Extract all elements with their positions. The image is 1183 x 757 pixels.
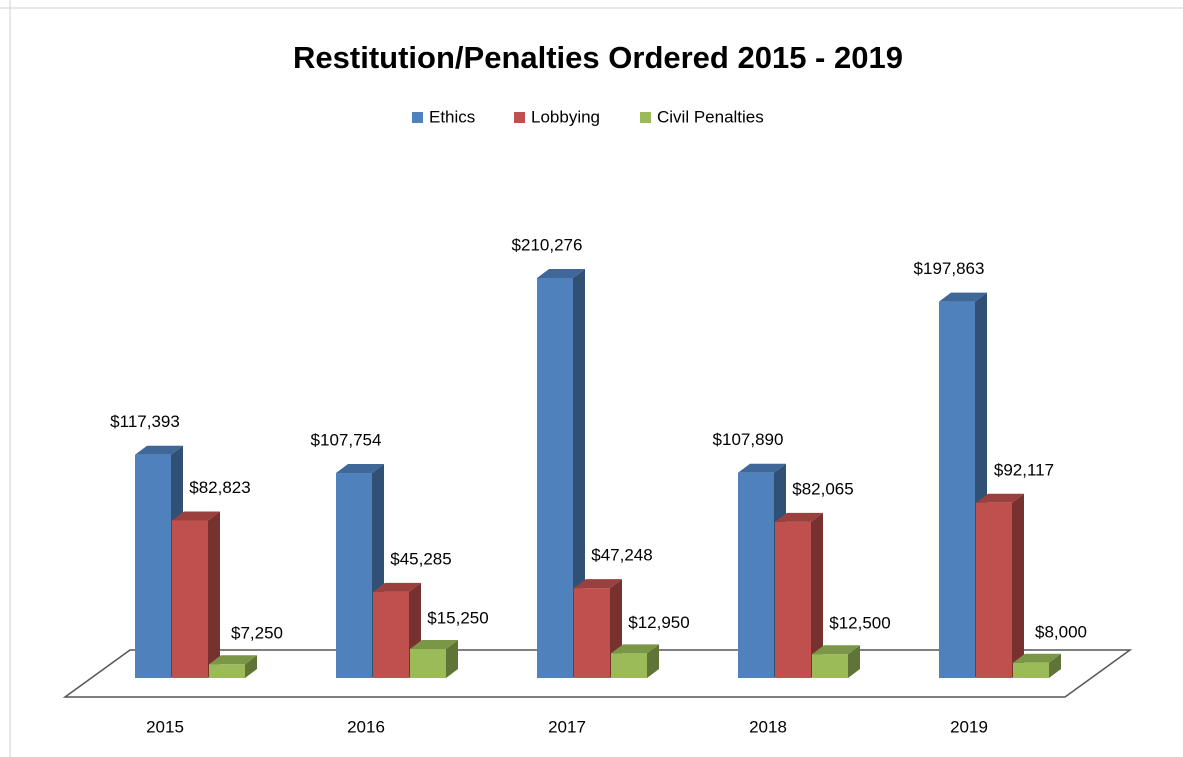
x-tick-label: 2015: [146, 717, 184, 736]
value-label: $197,863: [914, 259, 985, 278]
bar-side: [848, 645, 860, 678]
bar-side: [1049, 653, 1061, 678]
bar-top: [976, 493, 1024, 503]
bar-top: [537, 269, 585, 278]
value-label: $8,000: [1035, 622, 1087, 641]
value-label: $92,117: [994, 460, 1054, 479]
bar: [172, 520, 208, 678]
value-label: $210,276: [512, 235, 583, 254]
bar: [537, 278, 573, 678]
value-label: $45,285: [390, 549, 451, 568]
legend-swatch: [640, 112, 651, 123]
legend-label: Civil Penalties: [657, 107, 764, 126]
bar-top: [172, 511, 220, 521]
x-tick-label: 2019: [950, 717, 988, 736]
bar: [611, 653, 647, 678]
bar-side: [811, 512, 823, 678]
bar: [939, 301, 975, 678]
bar: [336, 473, 372, 678]
bar-top: [939, 292, 987, 302]
x-tick-label: 2016: [347, 717, 385, 736]
bar-top: [209, 655, 257, 665]
bar-top: [1013, 653, 1061, 663]
bar-top: [812, 645, 860, 655]
bar: [135, 454, 171, 678]
value-label: $12,500: [829, 614, 890, 633]
x-tick-label: 2018: [749, 717, 787, 736]
value-label: $7,250: [231, 624, 283, 643]
bar-top: [410, 639, 458, 649]
bar-side: [245, 655, 257, 678]
bar-side: [647, 644, 659, 678]
bar: [812, 654, 848, 678]
value-label: $47,248: [591, 546, 652, 565]
x-tick-label: 2017: [548, 717, 586, 736]
legend-label: Ethics: [429, 107, 475, 126]
legend-label: Lobbying: [531, 107, 600, 126]
bar: [410, 648, 446, 678]
legend-swatch: [412, 112, 423, 123]
value-label: $107,890: [713, 430, 784, 449]
bar: [775, 521, 811, 678]
bar-top: [775, 512, 823, 522]
bar-side: [446, 639, 458, 678]
value-label: $107,754: [311, 431, 382, 450]
value-label: $15,250: [427, 608, 488, 627]
bar-top: [336, 464, 384, 474]
bar-top: [738, 463, 786, 473]
bar: [209, 664, 245, 678]
bar: [976, 502, 1012, 678]
bar-top: [135, 445, 183, 455]
legend-swatch: [514, 112, 525, 123]
bar-top: [611, 644, 659, 654]
value-label: $117,393: [110, 412, 180, 431]
value-label: $12,950: [628, 613, 689, 632]
chart-title: Restitution/Penalties Ordered 2015 - 201…: [293, 40, 903, 75]
bar-top: [574, 579, 622, 589]
bar-side: [573, 269, 585, 678]
value-label: $82,823: [189, 478, 250, 497]
bar: [738, 472, 774, 678]
bar-side: [208, 511, 220, 678]
bar: [574, 588, 610, 678]
value-label: $82,065: [792, 479, 853, 498]
bar: [1013, 662, 1049, 678]
bar-side: [1012, 493, 1024, 678]
bar-top: [373, 582, 421, 592]
bar: [373, 591, 409, 678]
